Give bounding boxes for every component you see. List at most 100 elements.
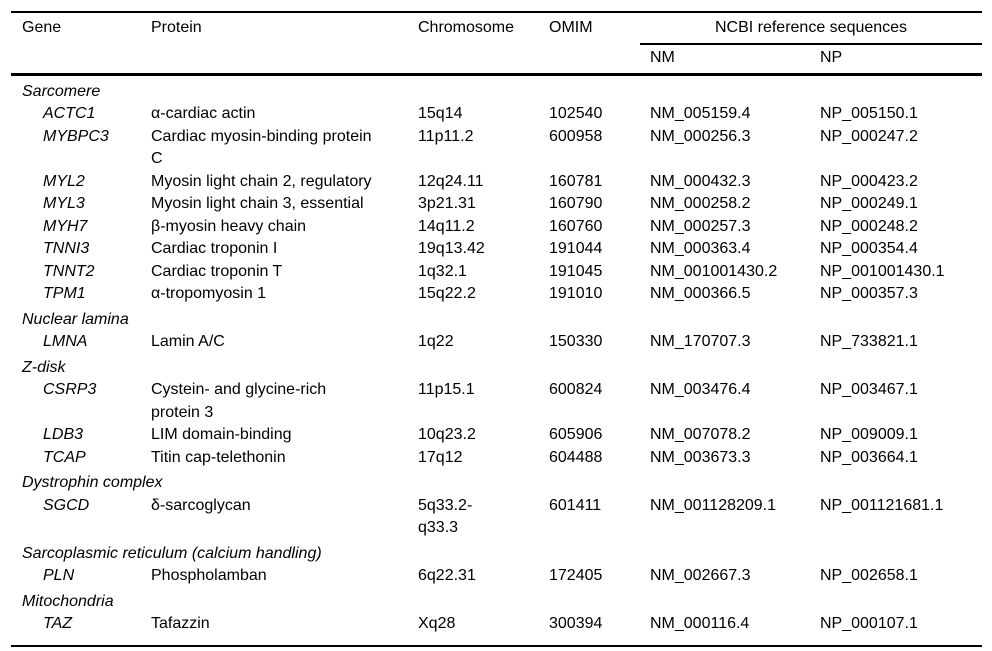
- np-cell: NP_003664.1: [820, 448, 918, 466]
- omim-cell: 191044: [549, 240, 603, 257]
- gene-row: TAZ Tafazzin Xq28 300394 NM_000116.4 NP_00010…: [11, 613, 982, 646]
- np-cell: NP_000247.2: [820, 127, 918, 145]
- protein-cell: Tafazzin: [151, 615, 210, 632]
- protein-cell: Phospholamban: [151, 567, 267, 584]
- np-cell: NP_000107.1: [820, 615, 918, 632]
- gene-cell: MYL2: [43, 172, 85, 190]
- nm-cell: NM_001128209.1: [650, 496, 777, 514]
- gene-row: PLN Phospholamban 6q22.31 172405 NM_002667.3…: [11, 565, 982, 588]
- omim-cell: 601411: [549, 496, 602, 514]
- gene-row: MYL2 Myosin light chain 2, regulatory 12q2…: [11, 171, 982, 194]
- gene-cell: TAZ: [43, 615, 73, 632]
- nm-cell: NM_000366.5: [650, 285, 751, 302]
- chromosome-cell: 3p21.31: [418, 195, 476, 212]
- gene-row: MYH7 β-myosin heavy chain 14q11.2 160760 NM_…: [11, 216, 982, 239]
- section-label: Sarcoplasmic reticulum (calcium handling…: [22, 544, 322, 562]
- nm-cell: NM_000257.3: [650, 217, 751, 235]
- gene-cell: ACTC1: [43, 105, 96, 122]
- chromosome-cell: 15q22.2: [418, 285, 476, 302]
- gene-cell: PLN: [43, 567, 75, 584]
- omim-cell: 604488: [549, 448, 603, 466]
- gene-row: LDB3 LIM domain-binding 10q23.2 605906 NM_00…: [11, 424, 982, 447]
- nm-cell: NM_000116.4: [650, 615, 750, 632]
- protein-cell: Myosin light chain 2, regulatory: [151, 172, 372, 190]
- chromosome-cell: 10q23.2: [418, 426, 476, 443]
- protein-cell: Cardiac troponin T: [151, 262, 283, 280]
- header-row-2: NM NP: [11, 44, 983, 76]
- nm-cell: NM_001001430.2: [650, 262, 778, 280]
- protein-cell: Cardiac troponin I: [151, 240, 278, 257]
- gene-cell: TCAP: [43, 448, 86, 466]
- gene-cell: TNNT2: [43, 262, 95, 280]
- col-header-ncbi-group: NCBI reference sequences: [640, 12, 983, 45]
- omim-cell: 605906: [549, 426, 603, 443]
- chromosome-cell: 1q32.1: [418, 262, 467, 280]
- omim-cell: 191010: [549, 285, 603, 302]
- section-row: Dystrophin complex: [11, 469, 982, 495]
- gene-cell: MYBPC3: [43, 127, 109, 145]
- section-row: Z-disk: [11, 354, 982, 380]
- nm-cell: NM_003476.4: [650, 381, 751, 398]
- protein-cell: α-tropomyosin 1: [151, 285, 267, 302]
- chromosome-cell: 19q13.42: [418, 240, 485, 257]
- np-cell: NP_000248.2: [820, 217, 918, 235]
- header-row-1: Gene Protein Chromosome OMIM NCBI refere…: [11, 12, 983, 76]
- gene-row: TNNI3 Cardiac troponin I 19q13.42 191044 NM_…: [11, 238, 982, 261]
- nm-cell: NM_007078.2: [650, 426, 751, 443]
- protein-cell: Cystein- and glycine-rich protein 3: [151, 381, 327, 421]
- col-header-np: NP: [820, 44, 983, 76]
- chromosome-cell: 14q11.2: [418, 217, 475, 235]
- section-label: Z-disk: [22, 358, 66, 376]
- nm-cell: NM_000256.3: [650, 127, 751, 145]
- chromosome-cell: 11p15.1: [418, 381, 475, 398]
- gene-row: TCAP Titin cap-telethonin 17q12 604488 NM_00…: [11, 447, 982, 470]
- gene-row: MYL3 Myosin light chain 3, essential 3p21.…: [11, 193, 982, 216]
- section-row: Mitochondria: [11, 588, 982, 614]
- gene-cell: LDB3: [43, 426, 84, 443]
- gene-row: CSRP3 Cystein- and glycine-rich protein 3…: [11, 379, 982, 424]
- np-cell: NP_002658.1: [820, 567, 918, 584]
- nm-cell: NM_000258.2: [650, 195, 751, 212]
- protein-cell: β-myosin heavy chain: [151, 217, 307, 235]
- section-label: Dystrophin complex: [22, 474, 163, 491]
- col-header-omim: OMIM: [549, 12, 640, 76]
- gene-row: TPM1 α-tropomyosin 1 15q22.2 191010 NM_00036…: [11, 283, 982, 306]
- nm-cell: NM_005159.4: [650, 105, 751, 122]
- gene-cell: TPM1: [43, 285, 86, 302]
- table-header: Gene Protein Chromosome OMIM NCBI refere…: [11, 12, 983, 76]
- protein-cell: Cardiac myosin-binding protein C: [151, 127, 372, 168]
- chromosome-cell: 11p11.2: [418, 127, 474, 145]
- gene-row: ACTC1 α-cardiac actin 15q14 102540 NM_005159…: [11, 103, 982, 126]
- chromosome-cell: Xq28: [418, 615, 456, 632]
- section-row: Sarcomere: [11, 74, 982, 103]
- omim-cell: 300394: [549, 615, 603, 632]
- np-cell: NP_001121681.1: [820, 496, 944, 514]
- nm-cell: NM_003673.3: [650, 448, 751, 466]
- chromosome-cell: 15q14: [418, 105, 463, 122]
- np-cell: NP_005150.1: [820, 105, 918, 122]
- np-cell: NP_000357.3: [820, 285, 918, 302]
- np-cell: NP_000249.1: [820, 195, 918, 212]
- gene-row: LMNA Lamin A/C 1q22 150330 NM_170707.3 NP_733…: [11, 331, 982, 354]
- protein-cell: Titin cap-telethonin: [151, 448, 286, 466]
- gene-cell: MYH7: [43, 217, 88, 235]
- gene-row: MYBPC3 Cardiac myosin-binding protein C 11…: [11, 126, 982, 171]
- gene-row: SGCD δ-sarcoglycan 5q33.2- q33.3 601411 NM_0…: [11, 495, 982, 540]
- omim-cell: 160781: [549, 172, 603, 190]
- omim-cell: 172405: [549, 567, 603, 584]
- np-cell: NP_003467.1: [820, 381, 918, 398]
- protein-cell: α-cardiac actin: [151, 105, 256, 122]
- omim-cell: 160790: [549, 195, 603, 212]
- chromosome-cell: 17q12: [418, 448, 463, 466]
- gene-cell: SGCD: [43, 496, 90, 514]
- chromosome-cell: 12q24.11: [418, 172, 484, 190]
- protein-cell: δ-sarcoglycan: [151, 496, 251, 514]
- protein-cell: LIM domain-binding: [151, 426, 292, 443]
- col-header-chromosome: Chromosome: [418, 12, 549, 76]
- gene-row: TNNT2 Cardiac troponin T 1q32.1 191045 NM_00…: [11, 261, 982, 284]
- chromosome-cell: 5q33.2- q33.3: [418, 496, 473, 537]
- nm-cell: NM_002667.3: [650, 567, 751, 584]
- gene-cell: LMNA: [43, 333, 88, 350]
- omim-cell: 600958: [549, 127, 603, 145]
